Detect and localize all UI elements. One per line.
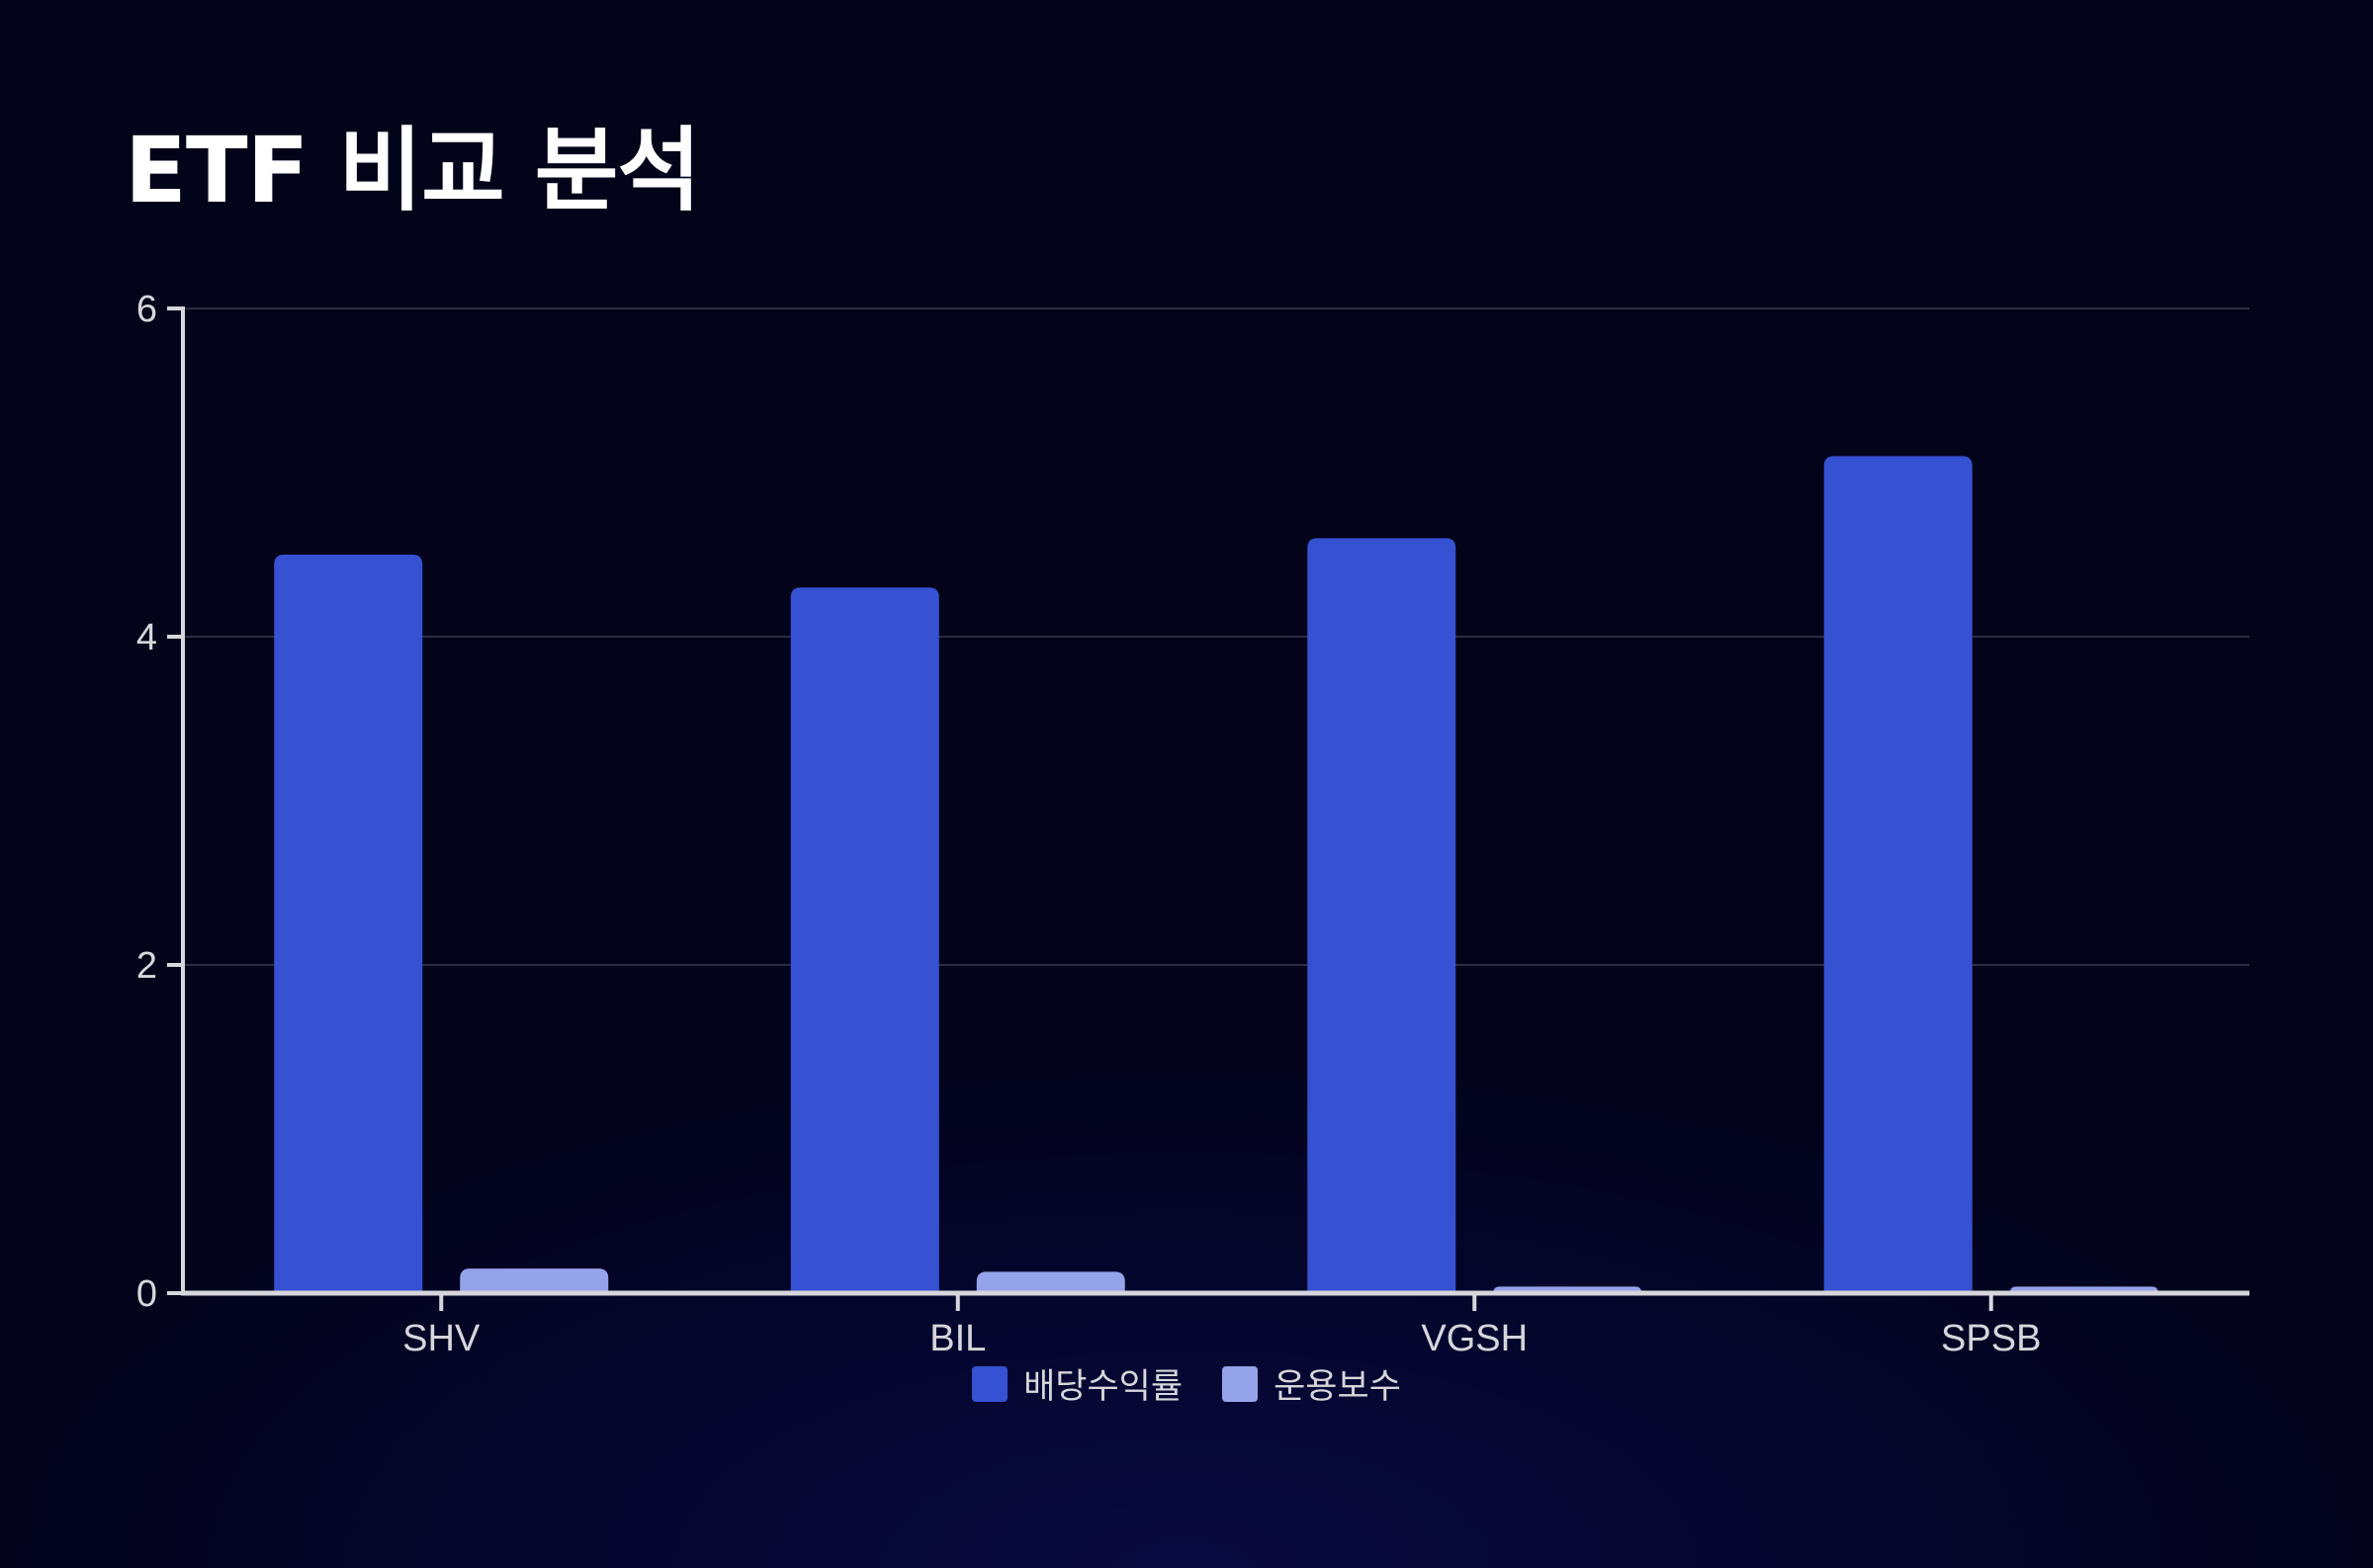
legend-item-series-2[interactable]: 운용보수 — [1222, 1358, 1401, 1409]
bars — [274, 456, 2158, 1293]
bar-series-1-shv — [274, 555, 423, 1293]
bar-series-1-spsb — [1823, 456, 1973, 1293]
bar-series-2-shv — [460, 1268, 609, 1293]
bar-series-2-bil — [976, 1271, 1125, 1293]
x-tick-label: SPSB — [1941, 1318, 2041, 1359]
chart-title: ETF 비교 분석 — [125, 118, 701, 223]
axes — [167, 306, 2249, 1311]
legend: 배당수익률 운용보수 — [0, 1358, 2373, 1409]
y-tick-label: 4 — [136, 617, 157, 658]
legend-label-series-1: 배당수익률 — [1023, 1367, 1184, 1407]
bar-series-1-vgsh — [1307, 538, 1456, 1293]
x-tick-label: BIL — [929, 1318, 986, 1359]
tick-labels: 0 2 4 6 SHV BIL VGSH SPSB — [136, 289, 2042, 1359]
y-tick-label: 6 — [136, 289, 157, 330]
bar-series-1-bil — [790, 587, 939, 1293]
x-tick-label: VGSH — [1421, 1318, 1528, 1359]
legend-item-series-1[interactable]: 배당수익률 — [972, 1358, 1183, 1409]
legend-label-series-2: 운용보수 — [1274, 1367, 1401, 1407]
x-tick-label: SHV — [402, 1318, 481, 1359]
legend-swatch-series-1 — [972, 1365, 1009, 1402]
y-tick-label: 0 — [136, 1273, 157, 1315]
legend-swatch-series-2 — [1222, 1365, 1259, 1402]
y-tick-label: 2 — [136, 945, 157, 987]
